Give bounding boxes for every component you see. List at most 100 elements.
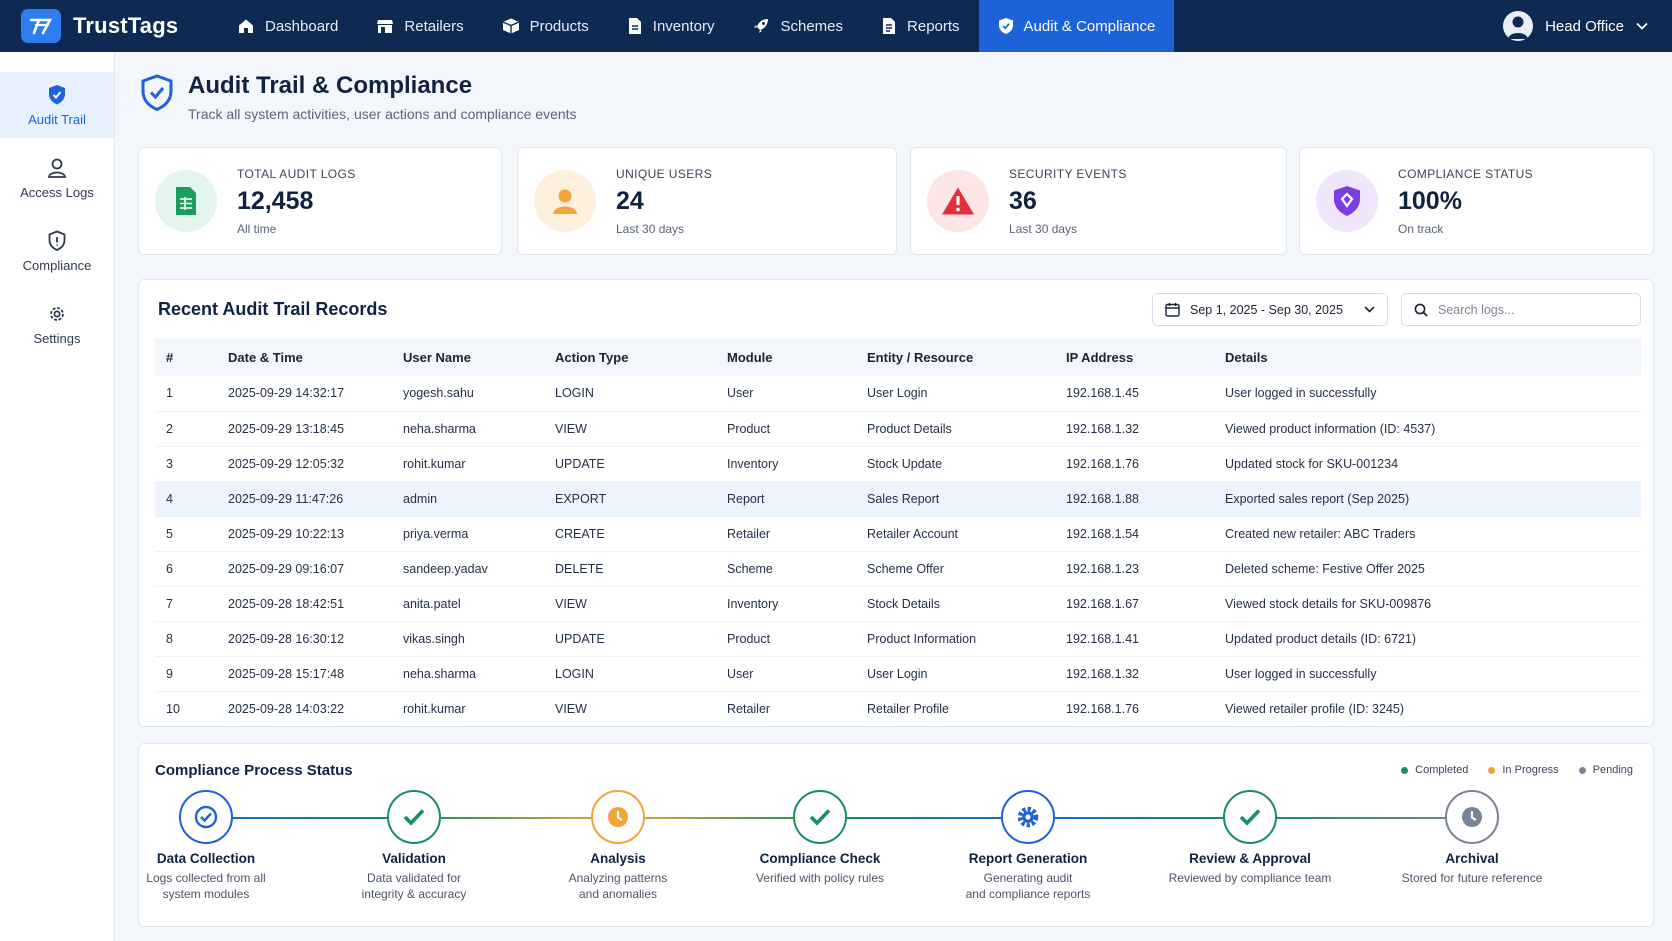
table-cell: UPDATE xyxy=(544,446,716,482)
step-description-block: Reviewed by compliance team xyxy=(1140,870,1360,886)
process-step[interactable]: Data Collection Logs collected from all sy… xyxy=(96,790,316,902)
process-step[interactable]: Report Generation Generating audit and com… xyxy=(918,790,1138,902)
sidebar-item-audit-trail[interactable]: Audit Trail xyxy=(0,72,114,138)
step-description: integrity & accuracy xyxy=(361,887,467,901)
table-row[interactable]: 10 2025-09-28 14:03:22 rohit.kumar VIEW Reta… xyxy=(155,691,1641,726)
process-connector xyxy=(414,817,618,819)
process-step[interactable]: Archival Stored for future reference xyxy=(1362,790,1582,886)
column-header[interactable]: Entity / Resource xyxy=(856,338,1055,376)
check-icon xyxy=(1223,790,1277,844)
legend-label: In Progress xyxy=(1502,764,1559,776)
table-cell: neha.sharma xyxy=(392,411,544,447)
column-header[interactable]: Action Type xyxy=(544,338,716,376)
process-step[interactable]: Validation Data validated for integrity & … xyxy=(304,790,524,902)
date-range-picker[interactable]: Sep 1, 2025 - Sep 30, 2025 xyxy=(1152,293,1388,326)
compliance-process-panel: Compliance Process Status Completed In P… xyxy=(138,743,1654,927)
shield-check-icon xyxy=(141,74,173,112)
step-name: Analysis xyxy=(590,851,646,866)
table-cell: Retailer xyxy=(727,701,771,716)
table-cell: EXPORT xyxy=(544,481,716,517)
step-name: Review & Approval xyxy=(1189,851,1311,866)
step-description: system modules xyxy=(162,887,250,901)
gear-icon xyxy=(1001,790,1055,844)
check-icon xyxy=(793,790,847,844)
table-cell: 192.168.1.76 xyxy=(1055,446,1214,482)
table-row[interactable]: 8 2025-09-28 16:30:12 vikas.singh UPDATE Pro… xyxy=(155,621,1641,657)
table-cell: admin xyxy=(392,481,544,517)
table-cell: neha.sharma xyxy=(392,656,544,692)
stat-label: UNIQUE USERS xyxy=(616,166,713,181)
stat-label: TOTAL AUDIT LOGS xyxy=(237,166,356,181)
table-cell: 2025-09-28 15:17:48 xyxy=(217,656,392,692)
trusttags-logo-icon xyxy=(21,9,61,43)
table-cell: 2025-09-29 12:05:32 xyxy=(217,446,392,482)
nav-products[interactable]: Products xyxy=(483,0,608,52)
nav-schemes[interactable]: Schemes xyxy=(733,0,862,52)
column-header[interactable]: Date & Time xyxy=(217,338,392,376)
table-row[interactable]: 9 2025-09-28 15:17:48 neha.sharma LOGIN User… xyxy=(155,656,1641,692)
report-icon xyxy=(883,18,896,34)
table-row[interactable]: 7 2025-09-28 18:42:51 anita.patel VIEW Inven… xyxy=(155,586,1641,622)
column-header[interactable]: IP Address xyxy=(1055,338,1214,376)
sidebar-item-settings[interactable]: Settings xyxy=(0,291,114,357)
panel-title: Recent Audit Trail Records xyxy=(158,299,388,319)
user-name: Head Office xyxy=(1545,17,1624,35)
nav-dashboard[interactable]: Dashboard xyxy=(218,0,357,52)
column-header[interactable]: # xyxy=(155,338,217,376)
chevron-down-icon xyxy=(1636,22,1648,30)
sidebar-item-compliance[interactable]: Compliance xyxy=(0,218,114,284)
sidebar-item-access-logs[interactable]: Access Logs xyxy=(0,145,114,211)
sidebar-item-label: Settings xyxy=(33,330,81,346)
table-cell: 192.168.1.54 xyxy=(1055,516,1214,552)
stat-value: 24 xyxy=(616,186,644,215)
legend-dot xyxy=(1578,766,1586,774)
nav-reports[interactable]: Reports xyxy=(862,0,979,52)
step-description-block: Stored for future reference xyxy=(1362,870,1582,886)
stat-note: Last 30 days xyxy=(616,221,685,236)
search-input[interactable] xyxy=(1438,302,1628,317)
table-row[interactable]: 1 2025-09-29 14:32:17 yogesh.sahu LOGIN User… xyxy=(155,376,1641,412)
table-cell: Deleted scheme: Festive Offer 2025 xyxy=(1214,551,1641,587)
column-header[interactable]: Module xyxy=(716,338,856,376)
table-cell: priya.verma xyxy=(392,516,544,552)
table-cell: Retailer xyxy=(716,516,856,552)
process-step[interactable]: Analysis Analyzing patterns and anomalies xyxy=(508,790,728,902)
table-row[interactable]: 6 2025-09-29 09:16:07 sandeep.yadav DELETE S… xyxy=(155,551,1641,587)
nav-retailers[interactable]: Retailers xyxy=(357,0,482,52)
process-step[interactable]: Review & Approval Reviewed by compliance … xyxy=(1140,790,1360,886)
table-cell: 2 xyxy=(155,411,217,447)
step-description-block: Analyzing patterns and anomalies xyxy=(508,870,728,902)
table-cell: 192.168.1.67 xyxy=(1055,586,1214,622)
table-cell: 2025-09-29 11:47:26 xyxy=(217,481,392,517)
table-cell: Report xyxy=(716,481,856,517)
nav-retailers-label: Retailers xyxy=(404,17,464,35)
table-cell: 10 xyxy=(166,701,180,716)
search-box xyxy=(1401,293,1641,326)
box-icon xyxy=(502,18,519,34)
process-connector xyxy=(1250,817,1472,819)
step-description: Reviewed by compliance team xyxy=(1168,871,1332,885)
process-connector xyxy=(820,817,1028,819)
table-row[interactable]: 3 2025-09-29 12:05:32 rohit.kumar UPDATE Inv… xyxy=(155,446,1641,482)
table-row[interactable]: 5 2025-09-29 10:22:13 priya.verma CREATE Ret… xyxy=(155,516,1641,552)
table-cell: User Login xyxy=(856,376,1055,412)
nav-audit-compliance[interactable]: Audit & Compliance xyxy=(978,0,1175,52)
table-row[interactable]: 4 2025-09-29 11:47:26 admin EXPORT Report Sal… xyxy=(155,481,1641,517)
table-cell: VIEW xyxy=(544,586,716,622)
table-cell: 5 xyxy=(155,516,217,552)
stat-card-total-audit-logs: TOTAL AUDIT LOGS 12,458 All time xyxy=(138,147,502,255)
stat-card-compliance-status: COMPLIANCE STATUS 100% On track xyxy=(1299,147,1654,255)
column-header[interactable]: User Name xyxy=(392,338,544,376)
rocket-icon xyxy=(754,19,769,33)
table-cell: Created new retailer: ABC Traders xyxy=(1214,516,1641,552)
process-step[interactable]: Compliance Check Verified with policy rul… xyxy=(710,790,930,886)
table-row[interactable]: 2 2025-09-29 13:18:45 neha.sharma VIEW Produ… xyxy=(155,411,1641,447)
column-header[interactable]: Details xyxy=(1214,338,1641,376)
table-cell: Retailer Account xyxy=(856,516,1055,552)
table-cell: vikas.singh xyxy=(392,621,544,657)
user-menu[interactable]: Head Office xyxy=(1503,0,1648,52)
table-cell: 6 xyxy=(155,551,217,587)
nav-inventory[interactable]: Inventory xyxy=(608,0,734,52)
search-icon xyxy=(1414,303,1428,317)
brand[interactable]: TrustTags xyxy=(0,9,218,43)
